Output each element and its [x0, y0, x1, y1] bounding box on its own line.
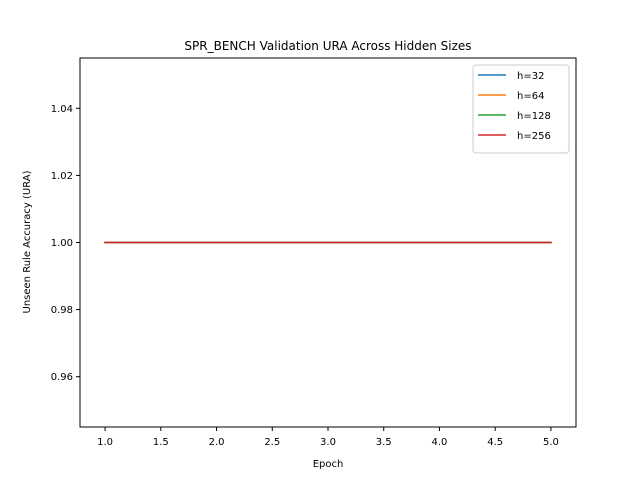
- y-axis-ticks: 0.96 0.98 1.00 1.02 1.04: [51, 104, 80, 383]
- x-tick-label: 3.0: [320, 437, 336, 448]
- x-tick-label: 1.5: [153, 437, 169, 448]
- chart-title: SPR_BENCH Validation URA Across Hidden S…: [184, 39, 471, 53]
- x-tick-label: 1.0: [97, 437, 113, 448]
- x-tick-label: 4.5: [487, 437, 503, 448]
- legend-label: h=32: [517, 71, 544, 82]
- plot-area: [79, 57, 577, 428]
- y-axis-label: Unseen Rule Accuracy (URA): [22, 170, 33, 313]
- legend: h=32 h=64 h=128 h=256: [472, 64, 570, 154]
- legend-box: [472, 64, 570, 154]
- x-tick-label: 4.0: [432, 437, 448, 448]
- y-tick-label: 1.02: [51, 171, 73, 182]
- y-tick-label: 0.96: [51, 372, 73, 383]
- x-axis-ticks: 1.0 1.5 2.0 2.5 3.0 3.5 4.0 4.5 5.0: [97, 427, 559, 448]
- x-tick-label: 3.5: [376, 437, 392, 448]
- x-tick-label: 2.0: [209, 437, 225, 448]
- legend-label: h=128: [517, 111, 551, 122]
- y-tick-label: 0.98: [51, 305, 73, 316]
- x-tick-label: 5.0: [543, 437, 559, 448]
- legend-entries: h=32 h=64 h=128 h=256: [478, 71, 551, 142]
- x-tick-label: 2.5: [264, 437, 280, 448]
- x-axis-label: Epoch: [313, 459, 344, 470]
- legend-label: h=256: [517, 131, 551, 142]
- y-tick-label: 1.00: [51, 238, 73, 249]
- y-tick-label: 1.04: [51, 104, 73, 115]
- legend-label: h=64: [517, 91, 544, 102]
